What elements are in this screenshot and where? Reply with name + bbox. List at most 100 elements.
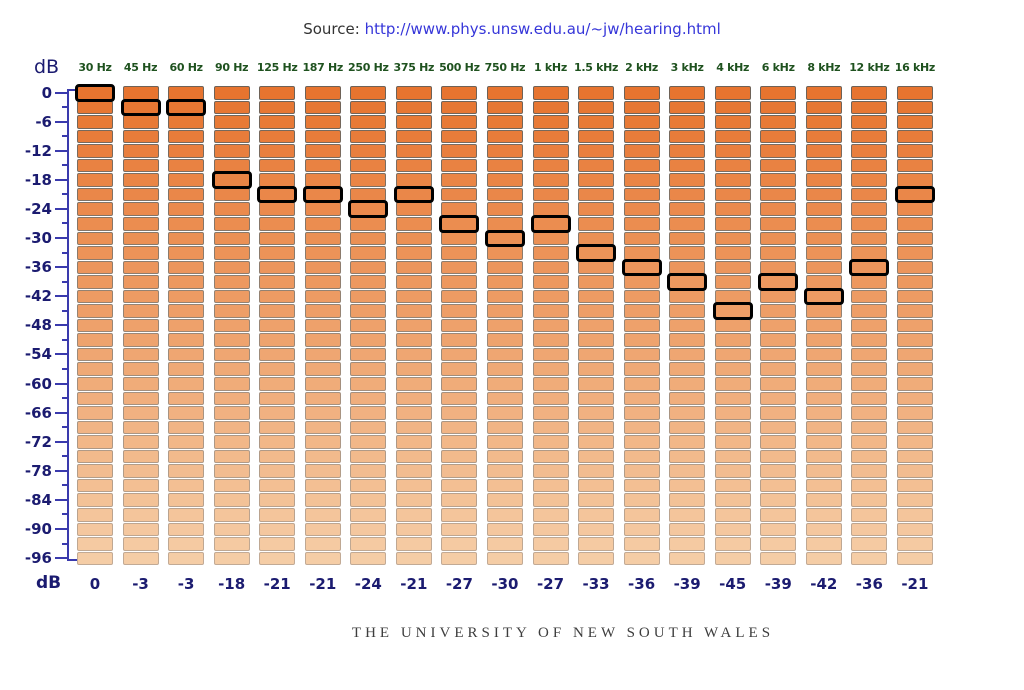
eq-segment-selected[interactable]	[257, 185, 298, 204]
eq-segment[interactable]	[304, 260, 341, 275]
eq-segment[interactable]	[395, 173, 432, 187]
eq-segment[interactable]	[122, 449, 159, 464]
eq-segment[interactable]	[213, 289, 250, 304]
eq-segment[interactable]	[168, 333, 205, 347]
eq-segment[interactable]	[213, 347, 250, 362]
eq-segment[interactable]	[304, 522, 341, 537]
eq-segment[interactable]	[122, 202, 159, 216]
eq-segment[interactable]	[714, 493, 751, 507]
eq-segment[interactable]	[304, 464, 341, 478]
eq-segment[interactable]	[213, 275, 250, 289]
eq-segment-selected[interactable]	[894, 185, 935, 204]
eq-segment[interactable]	[805, 187, 842, 202]
eq-segment[interactable]	[486, 551, 523, 566]
eq-segment[interactable]	[441, 507, 478, 522]
eq-segment[interactable]	[168, 493, 205, 507]
eq-segment[interactable]	[896, 275, 933, 289]
eq-segment-selected[interactable]	[758, 273, 799, 291]
eq-segment[interactable]	[486, 158, 523, 173]
eq-segment[interactable]	[805, 144, 842, 158]
eq-segment[interactable]	[578, 522, 615, 537]
eq-segment[interactable]	[304, 478, 341, 493]
eq-segment[interactable]	[805, 158, 842, 173]
eq-segment[interactable]	[122, 86, 159, 100]
eq-segment[interactable]	[760, 537, 797, 551]
eq-segment[interactable]	[578, 231, 615, 246]
eq-segment[interactable]	[213, 507, 250, 522]
eq-segment[interactable]	[578, 420, 615, 435]
eq-segment[interactable]	[213, 304, 250, 318]
eq-segment[interactable]	[441, 260, 478, 275]
eq-segment[interactable]	[350, 246, 387, 260]
eq-segment[interactable]	[213, 362, 250, 377]
eq-segment[interactable]	[350, 478, 387, 493]
eq-segment[interactable]	[122, 289, 159, 304]
eq-segment[interactable]	[623, 318, 660, 333]
eq-segment[interactable]	[168, 318, 205, 333]
eq-segment[interactable]	[896, 522, 933, 537]
eq-segment[interactable]	[623, 507, 660, 522]
eq-segment[interactable]	[350, 289, 387, 304]
eq-segment[interactable]	[350, 522, 387, 537]
eq-segment[interactable]	[578, 551, 615, 566]
eq-segment[interactable]	[77, 100, 113, 115]
eq-segment[interactable]	[259, 144, 296, 158]
eq-segment[interactable]	[350, 115, 387, 129]
eq-segment[interactable]	[714, 362, 751, 377]
eq-segment[interactable]	[532, 144, 569, 158]
eq-segment[interactable]	[623, 100, 660, 115]
eq-segment[interactable]	[77, 435, 113, 449]
eq-segment[interactable]	[623, 347, 660, 362]
eq-segment[interactable]	[669, 304, 706, 318]
eq-segment[interactable]	[486, 275, 523, 289]
eq-segment[interactable]	[168, 406, 205, 420]
eq-segment[interactable]	[122, 435, 159, 449]
eq-segment[interactable]	[213, 260, 250, 275]
eq-segment[interactable]	[395, 100, 432, 115]
eq-segment[interactable]	[395, 362, 432, 377]
eq-segment[interactable]	[77, 449, 113, 464]
eq-segment[interactable]	[441, 144, 478, 158]
eq-segment[interactable]	[486, 86, 523, 100]
eq-segment[interactable]	[714, 377, 751, 391]
eq-segment[interactable]	[441, 129, 478, 144]
eq-segment[interactable]	[623, 522, 660, 537]
eq-segment[interactable]	[669, 478, 706, 493]
eq-segment[interactable]	[441, 289, 478, 304]
eq-segment[interactable]	[714, 144, 751, 158]
eq-segment[interactable]	[532, 347, 569, 362]
eq-segment[interactable]	[168, 275, 205, 289]
eq-segment[interactable]	[77, 537, 113, 551]
eq-segment[interactable]	[532, 493, 569, 507]
eq-segment[interactable]	[350, 493, 387, 507]
eq-segment[interactable]	[669, 377, 706, 391]
eq-segment[interactable]	[441, 304, 478, 318]
eq-segment[interactable]	[486, 537, 523, 551]
eq-segment[interactable]	[350, 377, 387, 391]
eq-segment[interactable]	[896, 246, 933, 260]
eq-segment[interactable]	[805, 246, 842, 260]
eq-segment[interactable]	[441, 449, 478, 464]
eq-segment[interactable]	[805, 333, 842, 347]
eq-segment[interactable]	[896, 144, 933, 158]
eq-segment-selected[interactable]	[439, 214, 480, 233]
eq-segment[interactable]	[760, 464, 797, 478]
eq-segment[interactable]	[896, 158, 933, 173]
eq-segment[interactable]	[259, 464, 296, 478]
eq-segment[interactable]	[851, 522, 888, 537]
eq-segment[interactable]	[259, 391, 296, 406]
eq-segment[interactable]	[259, 304, 296, 318]
eq-segment[interactable]	[77, 391, 113, 406]
eq-segment[interactable]	[259, 478, 296, 493]
eq-segment[interactable]	[168, 551, 205, 566]
eq-segment[interactable]	[77, 289, 113, 304]
eq-segment[interactable]	[896, 377, 933, 391]
eq-segment[interactable]	[122, 187, 159, 202]
eq-segment[interactable]	[77, 129, 113, 144]
eq-segment[interactable]	[896, 86, 933, 100]
eq-segment[interactable]	[714, 391, 751, 406]
eq-segment[interactable]	[168, 464, 205, 478]
eq-segment[interactable]	[168, 537, 205, 551]
eq-segment[interactable]	[805, 377, 842, 391]
eq-segment[interactable]	[714, 551, 751, 566]
